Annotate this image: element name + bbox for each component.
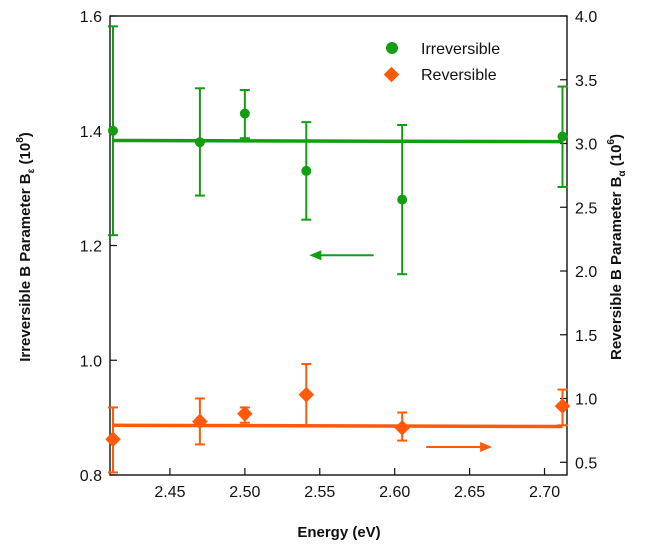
legend-irreversible-marker [386, 42, 398, 54]
x-tick-label: 2.50 [229, 484, 260, 501]
left-axis-ticks: 0.8 1.0 1.2 1.4 1.6 [80, 9, 117, 485]
irreversible-fit-line [112, 138, 563, 144]
reversible-point [192, 413, 208, 430]
y-right-tick-label: 3.5 [575, 73, 597, 90]
y-left-tick-label: 1.2 [80, 239, 102, 256]
irreversible-point [397, 194, 408, 205]
x-tick-label: 2.60 [379, 484, 410, 501]
plot-frame [109, 15, 568, 476]
plot-border [109, 15, 568, 476]
reversible-point [237, 406, 253, 422]
x-tick-label: 2.45 [154, 484, 185, 501]
legend: Irreversible Reversible [383, 41, 500, 84]
reversible-point [298, 386, 315, 403]
x-axis-ticks: 2.45 2.50 2.55 2.60 2.65 2.70 [154, 468, 560, 501]
irreversible-point [107, 125, 118, 136]
direction-arrows [309, 250, 493, 452]
x-tick-label: 2.55 [304, 484, 335, 501]
reversible-point [394, 420, 410, 436]
reversible-point [554, 398, 571, 414]
y-right-tick-label: 1.5 [575, 328, 597, 345]
reversible-fit-line [112, 423, 563, 429]
y-right-tick-label: 2.0 [575, 264, 597, 281]
y-left-tick-label: 0.8 [80, 468, 102, 485]
reversible-point [105, 431, 121, 448]
y-right-tick-label: 3.0 [575, 137, 597, 154]
x-axis-title: Energy (eV) [297, 524, 380, 541]
y-right-tick-label: 2.5 [575, 200, 597, 217]
x-tick-label: 2.65 [454, 484, 485, 501]
legend-reversible-marker [383, 66, 400, 83]
irreversible-point [301, 165, 312, 176]
error-bars [107, 25, 568, 474]
fit-lines [112, 138, 563, 429]
y-left-tick-label: 1.4 [80, 124, 102, 141]
legend-irreversible-label: Irreversible [421, 41, 500, 58]
left-axis-title: Irreversible B Parameter Bε (108) [15, 132, 37, 362]
irreversible-point [239, 108, 250, 119]
left-arrow-head [309, 250, 322, 261]
y-right-tick-label: 0.5 [575, 455, 597, 472]
irreversible-point [194, 137, 205, 148]
irreversible-point [557, 131, 568, 142]
y-right-tick-label: 4.0 [575, 9, 597, 26]
y-right-tick-label: 1.0 [575, 392, 597, 409]
y-left-tick-label: 1.6 [80, 9, 102, 26]
data-markers [105, 108, 571, 448]
right-arrow-head [480, 441, 493, 452]
y-left-tick-label: 1.0 [80, 353, 102, 370]
right-axis-ticks: 0.5 1.0 1.5 2.0 2.5 3.0 3.5 4.0 [560, 9, 597, 472]
x-tick-label: 2.70 [529, 484, 560, 501]
right-axis-title: Reversible B Parameter Bα (106) [606, 134, 628, 360]
legend-reversible-label: Reversible [421, 67, 497, 84]
